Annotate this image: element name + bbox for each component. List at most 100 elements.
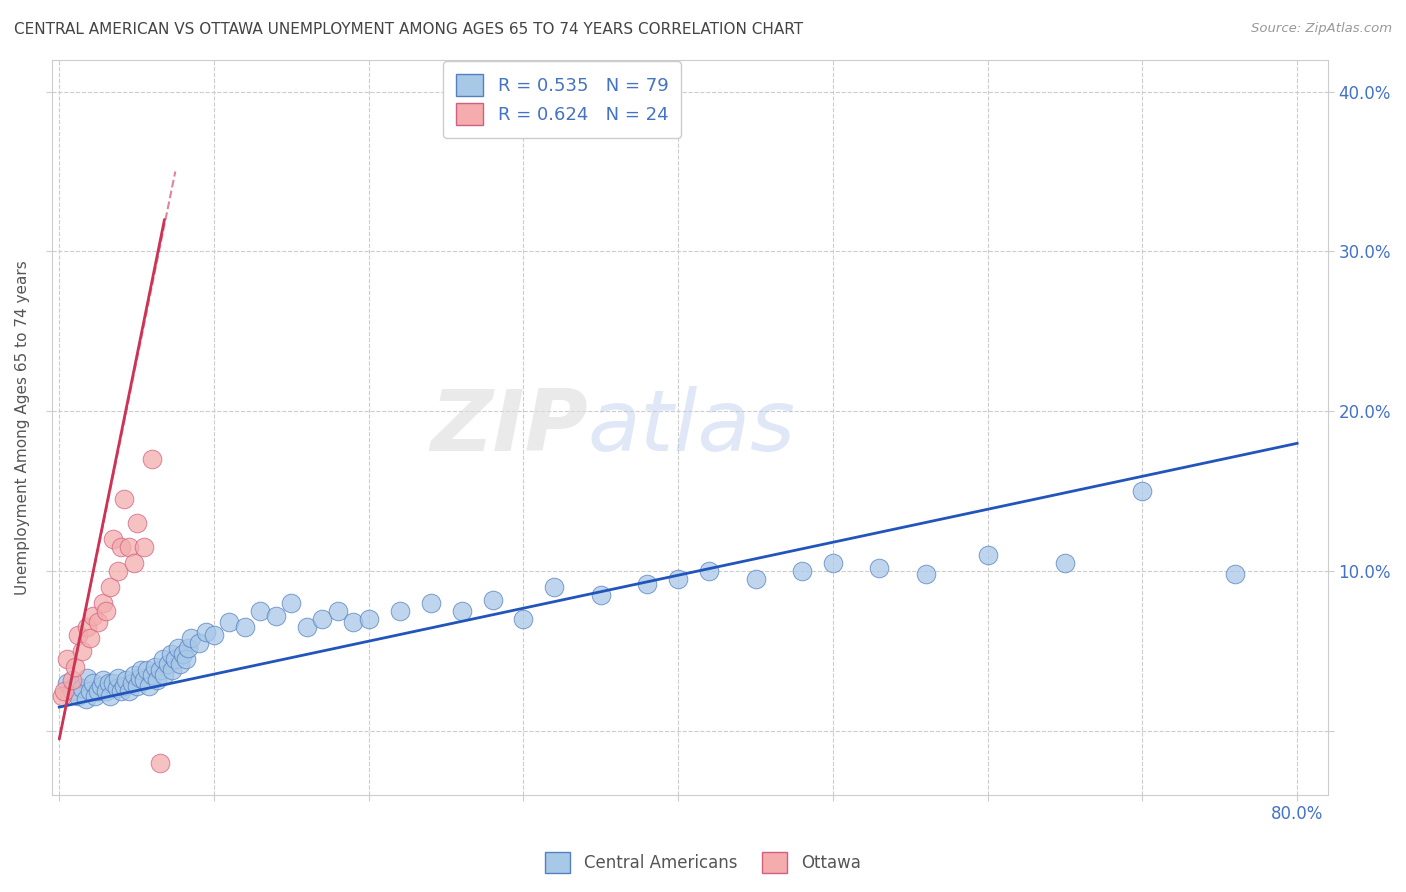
Point bbox=[264, 609, 287, 624]
Point bbox=[311, 612, 333, 626]
Point bbox=[589, 588, 612, 602]
Point bbox=[76, 620, 98, 634]
Point bbox=[136, 664, 159, 678]
Point bbox=[202, 628, 225, 642]
Text: atlas: atlas bbox=[588, 386, 796, 469]
Text: ZIP: ZIP bbox=[430, 386, 588, 469]
Point bbox=[821, 556, 844, 570]
Point bbox=[138, 679, 160, 693]
Point bbox=[176, 640, 198, 655]
Text: Source: ZipAtlas.com: Source: ZipAtlas.com bbox=[1251, 22, 1392, 36]
Point bbox=[868, 561, 890, 575]
Point bbox=[90, 679, 112, 693]
Point bbox=[91, 673, 114, 687]
Point bbox=[60, 684, 83, 698]
Point bbox=[233, 620, 256, 634]
Point bbox=[976, 548, 998, 562]
Point bbox=[1132, 484, 1154, 499]
Point bbox=[66, 689, 89, 703]
Point bbox=[98, 580, 121, 594]
Point bbox=[79, 632, 101, 646]
Point bbox=[697, 564, 720, 578]
Point bbox=[72, 681, 94, 695]
Point bbox=[83, 689, 105, 703]
Point bbox=[63, 679, 86, 693]
Point bbox=[172, 648, 194, 662]
Point bbox=[156, 657, 179, 671]
Point bbox=[94, 684, 117, 698]
Point bbox=[125, 516, 148, 531]
Text: CENTRAL AMERICAN VS OTTAWA UNEMPLOYMENT AMONG AGES 65 TO 74 YEARS CORRELATION CH: CENTRAL AMERICAN VS OTTAWA UNEMPLOYMENT … bbox=[14, 22, 803, 37]
Point bbox=[121, 676, 143, 690]
Point bbox=[218, 615, 240, 630]
Point bbox=[187, 636, 209, 650]
Point bbox=[790, 564, 813, 578]
Point bbox=[112, 679, 135, 693]
Point bbox=[60, 673, 83, 687]
Point bbox=[103, 533, 125, 547]
Point bbox=[87, 684, 110, 698]
Point bbox=[342, 615, 364, 630]
Point bbox=[87, 615, 110, 630]
Point bbox=[105, 681, 128, 695]
Point bbox=[914, 567, 936, 582]
Point bbox=[149, 756, 172, 770]
Point bbox=[118, 541, 141, 555]
Point bbox=[52, 684, 75, 698]
Point bbox=[94, 604, 117, 618]
Point bbox=[744, 572, 766, 586]
Point bbox=[129, 664, 152, 678]
Point bbox=[82, 676, 104, 690]
Point bbox=[160, 664, 183, 678]
Y-axis label: Unemployment Among Ages 65 to 74 years: Unemployment Among Ages 65 to 74 years bbox=[15, 260, 30, 595]
Point bbox=[419, 596, 441, 610]
Point bbox=[636, 577, 658, 591]
Point bbox=[118, 684, 141, 698]
Point bbox=[128, 671, 150, 685]
Point bbox=[107, 564, 129, 578]
Point bbox=[114, 673, 136, 687]
Point bbox=[388, 604, 411, 618]
Point bbox=[91, 596, 114, 610]
Point bbox=[159, 648, 181, 662]
Point bbox=[512, 612, 534, 626]
Legend: Central Americans, Ottawa: Central Americans, Ottawa bbox=[538, 846, 868, 880]
Point bbox=[249, 604, 271, 618]
Point bbox=[79, 684, 101, 698]
Point bbox=[167, 640, 190, 655]
Point bbox=[481, 593, 503, 607]
Point bbox=[51, 689, 73, 703]
Point bbox=[141, 452, 163, 467]
Point bbox=[75, 692, 97, 706]
Point bbox=[295, 620, 318, 634]
Point bbox=[180, 632, 202, 646]
Point bbox=[134, 541, 156, 555]
Point bbox=[56, 676, 79, 690]
Point bbox=[174, 652, 197, 666]
Point bbox=[165, 652, 187, 666]
Point bbox=[280, 596, 302, 610]
Point bbox=[107, 671, 129, 685]
Point bbox=[152, 652, 174, 666]
Point bbox=[543, 580, 565, 594]
Point bbox=[110, 541, 132, 555]
Point bbox=[149, 664, 172, 678]
Legend: R = 0.535   N = 79, R = 0.624   N = 24: R = 0.535 N = 79, R = 0.624 N = 24 bbox=[443, 62, 681, 138]
Point bbox=[63, 660, 86, 674]
Point bbox=[66, 628, 89, 642]
Point bbox=[666, 572, 689, 586]
Point bbox=[195, 625, 218, 640]
Point bbox=[143, 660, 166, 674]
Point bbox=[56, 652, 79, 666]
Point bbox=[72, 644, 94, 658]
Point bbox=[110, 684, 132, 698]
Point bbox=[450, 604, 472, 618]
Point bbox=[134, 673, 156, 687]
Point bbox=[145, 673, 167, 687]
Point bbox=[153, 668, 176, 682]
Point bbox=[98, 689, 121, 703]
Point bbox=[97, 676, 120, 690]
Point bbox=[169, 657, 191, 671]
Point bbox=[1053, 556, 1076, 570]
Point bbox=[76, 671, 98, 685]
